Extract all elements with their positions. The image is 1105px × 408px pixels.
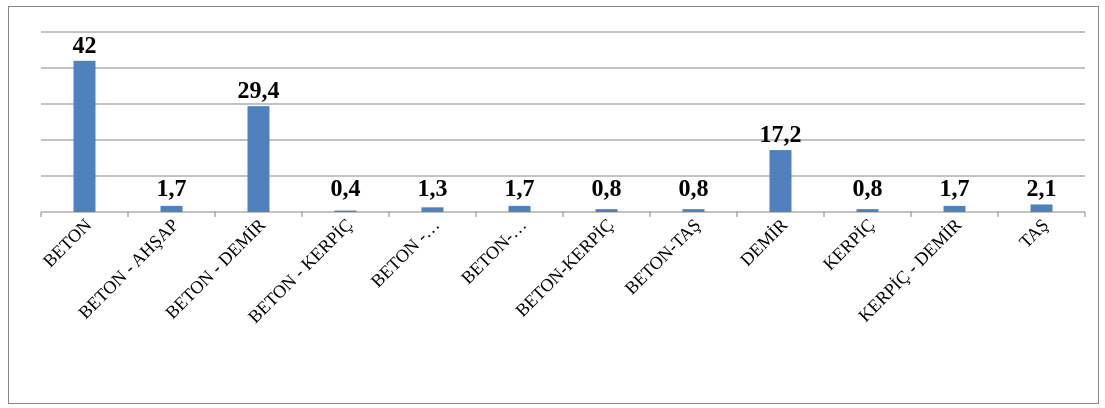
category-label: BETON (39, 215, 95, 271)
data-label: 1,7 (940, 176, 970, 202)
bar (682, 209, 705, 212)
chart-frame (8, 6, 1099, 404)
data-label: 17,2 (760, 122, 802, 148)
data-label: 1,7 (505, 176, 535, 202)
category-label: DEMİR (736, 215, 791, 270)
data-label: 1,7 (157, 176, 187, 202)
category-label: KERPİÇ (819, 215, 878, 274)
category-label: TAŞ (1015, 215, 1052, 252)
bar (508, 205, 531, 212)
bar (595, 209, 618, 212)
bar (73, 60, 96, 212)
data-label: 2,1 (1027, 176, 1057, 202)
bar (421, 207, 444, 212)
bar (943, 205, 966, 212)
data-label: 29,4 (238, 78, 280, 104)
bar (334, 210, 357, 212)
data-label: 1,3 (418, 176, 448, 202)
data-label: 42 (73, 33, 97, 59)
category-label: BETON -… (367, 215, 443, 291)
bar (1030, 204, 1053, 212)
bar (160, 205, 183, 212)
bar (247, 106, 270, 212)
category-label: BETON-TAŞ (621, 215, 705, 299)
bar (856, 209, 879, 212)
data-label: 0,8 (853, 176, 883, 202)
data-label: 0,8 (592, 176, 622, 202)
data-label: 0,4 (331, 176, 361, 202)
category-label: BETON-… (457, 215, 530, 288)
data-label: 0,8 (679, 176, 709, 202)
bar (769, 150, 792, 212)
